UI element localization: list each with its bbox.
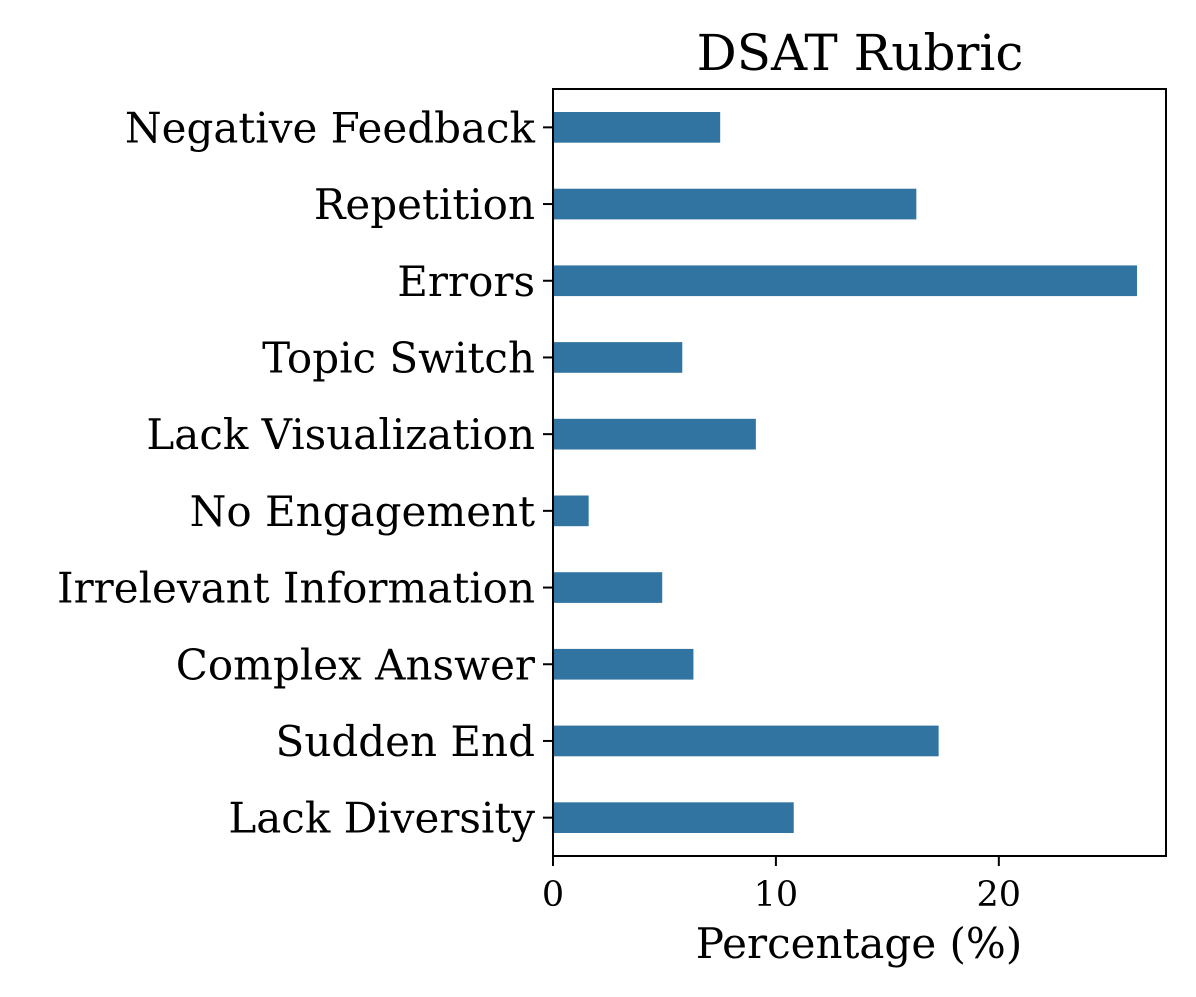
chart-title: DSAT Rubric [697,24,1024,82]
x-tick-label-1: 10 [754,875,799,915]
category-label-3: Topic Switch [262,333,535,382]
category-label-2: Errors [397,257,535,306]
category-label-8: Sudden End [276,717,535,766]
y-axis-ticks: Negative Feedback Repetition Errors Topic S… [57,103,553,843]
category-label-9: Lack Diversity [228,794,535,843]
category-label-6: Irrelevant Information [57,564,535,613]
bar-4 [553,418,756,450]
bar-8 [553,725,939,757]
bar-1 [553,188,917,220]
bar-9 [553,802,794,833]
plot-frame [552,88,1167,857]
bar-7 [553,648,694,680]
category-label-5: No Engagement [190,487,535,536]
x-axis-ticks: 0 10 20 [542,856,1021,915]
bar-5 [553,495,589,527]
bar-6 [553,572,663,603]
bar-3 [553,342,683,373]
category-label-4: Lack Visualization [146,410,535,459]
bar-2 [553,265,1138,297]
category-label-7: Complex Answer [176,640,536,689]
bar-0 [553,112,721,143]
x-tick-label-0: 0 [542,875,564,915]
category-label-0: Negative Feedback [125,103,536,152]
x-tick-label-2: 20 [977,875,1022,915]
x-axis-label: Percentage (%) [696,919,1022,968]
bars [553,112,1138,833]
category-label-1: Repetition [314,180,535,229]
